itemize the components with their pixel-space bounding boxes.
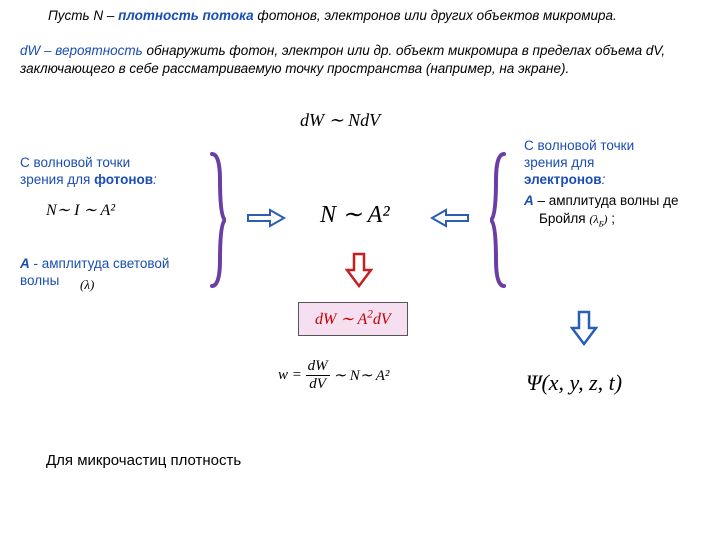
intro-part1: Пусть xyxy=(48,8,93,23)
a-debroglie-text: A – амплитуда волны де Бройля (λБ) ; xyxy=(524,192,720,230)
a-db-A: A xyxy=(524,193,534,208)
a-light-A: A xyxy=(20,256,30,271)
dw-dW: dW xyxy=(20,43,40,58)
intro-dash: – xyxy=(103,8,118,23)
electron-view-text: С волновой точки зрения для электронов: xyxy=(524,138,704,189)
intro-N: N xyxy=(93,8,103,23)
dw-definition: dW – вероятность обнаружить фотон, элект… xyxy=(20,42,700,78)
intro-density: плотность потока xyxy=(118,8,253,23)
electron-el: электронов xyxy=(524,172,602,187)
a-db-broyle: Бройля xyxy=(539,211,589,226)
photon-line1: С волновой точки xyxy=(20,155,130,170)
a-light-rest: - амплитуда световой волны xyxy=(20,256,169,288)
electron-colon: : xyxy=(602,172,606,187)
arrow-down-blue-icon xyxy=(570,310,598,346)
photon-line2: зрения для xyxy=(20,172,94,187)
arrow-right-icon xyxy=(246,208,286,228)
eq-w: w = dWdV ∼ N∼ A² xyxy=(278,358,389,393)
photon-ph: фотонов xyxy=(94,172,153,187)
arrow-down-red-icon xyxy=(345,252,373,288)
electron-line2: зрения для xyxy=(524,155,594,170)
dw-prob: вероятность xyxy=(55,43,142,58)
brace-left xyxy=(210,150,226,290)
electron-line1: С волновой точки xyxy=(524,138,634,153)
eq-n-i-a2: N∼ I ∼ A² xyxy=(46,200,115,220)
intro-part3: фотонов, электронов или других объектов … xyxy=(254,8,617,23)
a-db-semi: ; xyxy=(611,211,615,226)
eq-pink-text: dW ∼ A2dV xyxy=(315,311,391,328)
a-db-rest: – амплитуда волны де xyxy=(534,193,679,208)
arrow-left-icon xyxy=(430,208,470,228)
intro-text: Пусть N – плотность потока фотонов, элек… xyxy=(48,8,688,23)
a-light-text: A - амплитуда световой волны xyxy=(20,256,170,290)
eq-dw-ndv: dW ∼ NdV xyxy=(300,110,380,131)
eq-psi: Ψ(x, y, z, t) xyxy=(526,370,622,396)
photon-view-text: С волновой точки зрения для фотонов: xyxy=(20,155,200,189)
brace-right xyxy=(490,150,506,290)
a-light-lambda: (λ) xyxy=(80,277,94,293)
photon-colon: : xyxy=(153,172,157,187)
eq-pink-box: dW ∼ A2dV xyxy=(298,302,408,336)
bottom-text: Для микрочастиц плотность xyxy=(46,452,241,469)
eq-n-a2: N ∼ A² xyxy=(320,200,390,229)
dw-dash: – xyxy=(40,43,55,58)
